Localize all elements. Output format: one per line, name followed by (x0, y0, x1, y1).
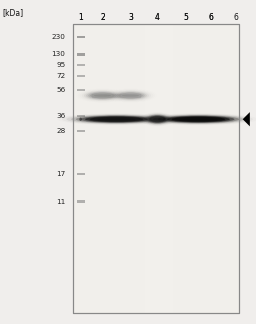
Text: 11: 11 (56, 199, 65, 204)
Text: 2: 2 (100, 13, 105, 22)
Bar (84, 24, 90, 313)
Ellipse shape (98, 118, 135, 120)
Ellipse shape (146, 114, 169, 124)
Ellipse shape (162, 116, 234, 123)
Ellipse shape (152, 118, 163, 121)
Bar (90, 24, 95, 313)
Bar (77, 53, 85, 56)
Bar (156, 24, 162, 313)
Bar (189, 24, 195, 313)
Bar (212, 24, 217, 313)
Ellipse shape (67, 114, 166, 124)
Ellipse shape (179, 118, 217, 120)
Ellipse shape (85, 116, 148, 122)
Ellipse shape (86, 91, 119, 100)
Ellipse shape (118, 93, 143, 98)
Text: 2: 2 (100, 13, 105, 22)
Ellipse shape (114, 91, 147, 100)
Ellipse shape (79, 118, 82, 121)
Ellipse shape (90, 117, 143, 122)
Text: 56: 56 (56, 87, 65, 93)
Bar (77, 89, 85, 91)
Bar (134, 24, 140, 313)
Bar (206, 24, 212, 313)
Ellipse shape (167, 116, 230, 122)
Bar (77, 75, 85, 77)
Text: 130: 130 (51, 52, 65, 57)
Ellipse shape (143, 113, 172, 125)
Ellipse shape (71, 115, 162, 124)
Ellipse shape (112, 91, 149, 100)
Bar (73, 24, 239, 313)
Text: 6: 6 (209, 13, 214, 22)
Text: 72: 72 (56, 73, 65, 79)
Ellipse shape (153, 115, 244, 124)
Text: 4: 4 (155, 13, 160, 22)
Bar (217, 24, 223, 313)
Bar (73, 24, 239, 313)
Bar (117, 24, 123, 313)
Bar (228, 24, 234, 313)
Text: 1: 1 (78, 13, 83, 22)
Text: 230: 230 (51, 34, 65, 40)
Text: 6: 6 (209, 13, 214, 22)
Bar (140, 24, 145, 313)
Bar (73, 24, 79, 313)
Ellipse shape (94, 94, 111, 97)
Ellipse shape (122, 94, 139, 97)
Ellipse shape (80, 116, 153, 123)
Bar (112, 24, 117, 313)
Text: 28: 28 (56, 128, 65, 134)
Bar (167, 24, 173, 313)
Bar (95, 24, 101, 313)
Text: 5: 5 (183, 13, 188, 22)
Ellipse shape (172, 117, 225, 122)
Text: [kDa]: [kDa] (3, 8, 24, 17)
Text: 3: 3 (128, 13, 133, 22)
Bar (77, 64, 85, 66)
Bar (77, 115, 85, 117)
Ellipse shape (150, 116, 165, 122)
Text: 4: 4 (155, 13, 160, 22)
Text: 1: 1 (78, 13, 83, 22)
Ellipse shape (158, 115, 239, 123)
Ellipse shape (84, 91, 121, 100)
Bar (178, 24, 184, 313)
Text: 17: 17 (56, 171, 65, 177)
Bar (106, 24, 112, 313)
Ellipse shape (76, 115, 157, 123)
Bar (79, 24, 84, 313)
Ellipse shape (88, 92, 117, 99)
Bar (234, 24, 239, 313)
Text: 95: 95 (56, 62, 65, 68)
Ellipse shape (90, 93, 115, 98)
Ellipse shape (148, 116, 166, 123)
Bar (77, 200, 85, 203)
Text: 5: 5 (183, 13, 188, 22)
Bar (151, 24, 156, 313)
Ellipse shape (147, 115, 168, 123)
Bar (92, 94, 141, 98)
Bar (184, 24, 189, 313)
Bar (223, 24, 228, 313)
Bar (101, 24, 106, 313)
Bar (77, 36, 85, 39)
Polygon shape (243, 112, 250, 126)
Ellipse shape (116, 92, 145, 99)
Text: 36: 36 (56, 113, 65, 119)
Bar (173, 24, 178, 313)
Bar (77, 173, 85, 176)
Bar (145, 24, 151, 313)
Bar (77, 130, 85, 133)
Ellipse shape (148, 114, 248, 124)
Bar (200, 24, 206, 313)
Bar (129, 24, 134, 313)
Bar (195, 24, 200, 313)
Text: 6: 6 (233, 13, 238, 22)
Text: 3: 3 (128, 13, 133, 22)
Ellipse shape (144, 114, 170, 125)
Bar (123, 24, 129, 313)
Bar (162, 24, 167, 313)
